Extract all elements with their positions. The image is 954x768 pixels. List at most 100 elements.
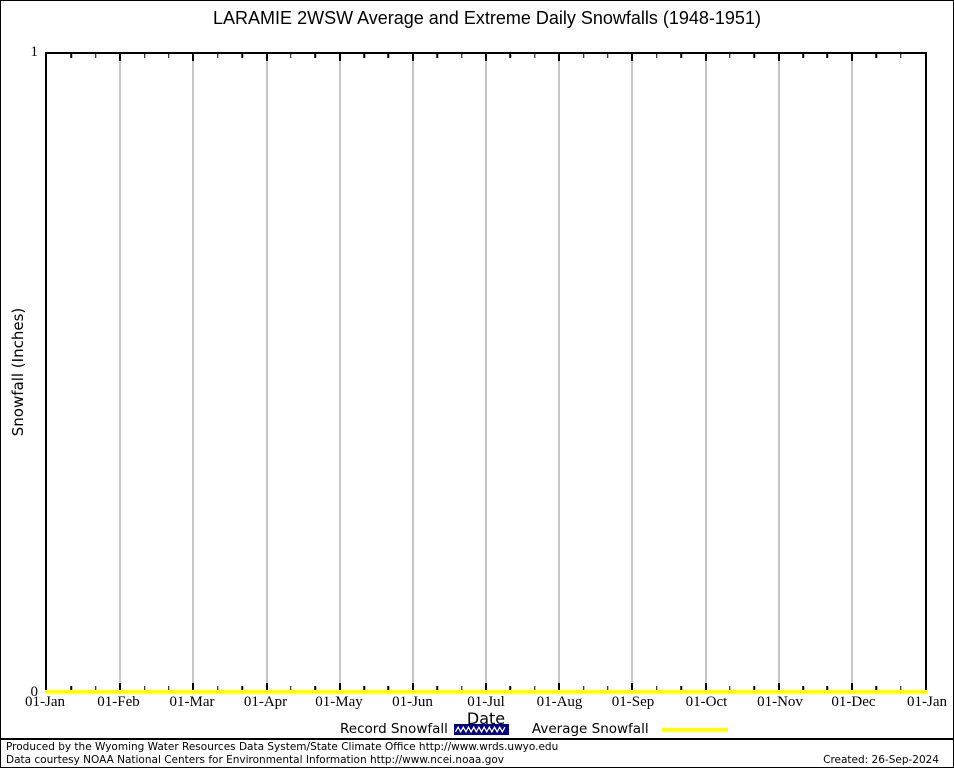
minor-tick-bottom <box>70 686 73 690</box>
minor-tick-top <box>314 54 317 58</box>
minor-tick-bottom <box>290 686 292 690</box>
month-gridline <box>119 54 122 690</box>
month-gridline <box>338 54 341 690</box>
minor-tick-bottom <box>460 686 463 690</box>
major-tick-bottom <box>265 683 268 690</box>
minor-tick-top <box>241 54 243 58</box>
x-tick-label: 01-Nov <box>757 694 803 710</box>
major-tick-top <box>338 54 341 61</box>
footer-produced-by: Produced by the Wyoming Water Resources … <box>6 741 559 753</box>
legend-label-average: Average Snowfall <box>531 721 649 737</box>
month-gridline <box>704 54 707 690</box>
major-tick-bottom <box>558 683 561 690</box>
month-gridline <box>265 54 268 690</box>
x-tick-label: 01-Aug <box>536 694 583 710</box>
major-tick-bottom <box>631 683 634 690</box>
minor-tick-top <box>607 54 609 58</box>
minor-tick-top <box>460 54 463 58</box>
minor-tick-top <box>436 54 438 58</box>
month-gridline <box>631 54 634 690</box>
minor-tick-bottom <box>95 686 97 690</box>
record-snowfall-swatch-icon <box>453 723 509 735</box>
minor-tick-top <box>826 54 829 58</box>
month-gridline <box>192 54 195 690</box>
minor-tick-top <box>802 54 804 58</box>
x-tick-label: 01-Jan <box>907 694 947 710</box>
major-tick-bottom <box>704 683 707 690</box>
x-tick-label: 01-Apr <box>243 694 288 710</box>
minor-tick-bottom <box>168 686 170 690</box>
minor-tick-bottom <box>534 686 536 690</box>
minor-tick-bottom <box>314 686 317 690</box>
minor-tick-bottom <box>802 686 804 690</box>
x-tick-label: 01-Mar <box>169 694 215 710</box>
minor-tick-bottom <box>509 686 512 690</box>
y-tick-label-min: 0 <box>30 684 39 700</box>
minor-tick-bottom <box>826 686 829 690</box>
minor-tick-top <box>216 54 219 58</box>
minor-tick-bottom <box>387 686 390 690</box>
major-tick-bottom <box>485 683 487 690</box>
major-tick-bottom <box>192 683 195 690</box>
minor-tick-top <box>655 54 658 58</box>
plot-area <box>45 52 927 693</box>
x-axis-title: Date <box>466 709 506 728</box>
y-axis-title: Snowfall (Inches) <box>9 307 27 437</box>
minor-tick-bottom <box>607 686 609 690</box>
major-tick-bottom <box>411 683 414 690</box>
minor-tick-top <box>95 54 97 58</box>
swatch-rect <box>453 723 509 735</box>
minor-tick-top <box>680 54 682 58</box>
month-gridline <box>485 54 487 690</box>
average-snowfall-swatch-icon <box>661 727 728 731</box>
swatch-zigzag <box>454 725 506 733</box>
minor-tick-bottom <box>899 686 902 690</box>
chart-title: LARAMIE 2WSW Average and Extreme Daily S… <box>213 8 761 28</box>
minor-tick-top <box>509 54 512 58</box>
minor-tick-bottom <box>729 686 731 690</box>
minor-tick-top <box>534 54 536 58</box>
minor-tick-bottom <box>143 686 146 690</box>
minor-tick-top <box>168 54 170 58</box>
x-tick-label: 01-Feb <box>97 694 140 710</box>
major-tick-top <box>704 54 707 61</box>
major-tick-top <box>192 54 195 61</box>
x-tick-label: 01-May <box>315 694 363 710</box>
legend-label-record: Record Snowfall <box>340 721 448 737</box>
minor-tick-top <box>875 54 877 58</box>
minor-tick-bottom <box>655 686 658 690</box>
major-tick-top <box>485 54 487 61</box>
x-tick-label: 01-Jan <box>25 694 65 710</box>
major-tick-top <box>119 54 122 61</box>
x-tick-label: 01-Jun <box>392 694 433 710</box>
minor-tick-bottom <box>680 686 682 690</box>
x-tick-label: 01-Dec <box>831 694 876 710</box>
minor-tick-bottom <box>363 686 365 690</box>
major-tick-top <box>850 54 853 61</box>
major-tick-bottom <box>777 683 780 690</box>
major-tick-top <box>265 54 268 61</box>
minor-tick-top <box>363 54 365 58</box>
minor-tick-top <box>729 54 731 58</box>
major-tick-top <box>777 54 780 61</box>
x-tick-label: 01-Sep <box>611 694 655 710</box>
major-tick-bottom <box>850 683 853 690</box>
month-gridline <box>850 54 853 690</box>
major-tick-bottom <box>119 683 122 690</box>
minor-tick-top <box>899 54 902 58</box>
minor-tick-top <box>143 54 146 58</box>
minor-tick-top <box>290 54 292 58</box>
minor-tick-bottom <box>753 686 756 690</box>
x-tick-label: 01-Oct <box>685 694 728 710</box>
major-tick-bottom <box>338 683 341 690</box>
month-gridline <box>777 54 780 690</box>
month-gridline <box>411 54 414 690</box>
x-tick-labels: 01-Jan 01-Feb 01-Mar 01-Apr 01-May 01-Jun 01-J… <box>25 694 947 711</box>
minor-tick-bottom <box>436 686 438 690</box>
minor-tick-top <box>753 54 756 58</box>
minor-tick-top <box>582 54 585 58</box>
major-tick-top <box>411 54 414 61</box>
x-tick-label: 01-Jul <box>467 694 505 710</box>
y-tick-label-max: 1 <box>30 44 39 60</box>
minor-tick-bottom <box>241 686 243 690</box>
